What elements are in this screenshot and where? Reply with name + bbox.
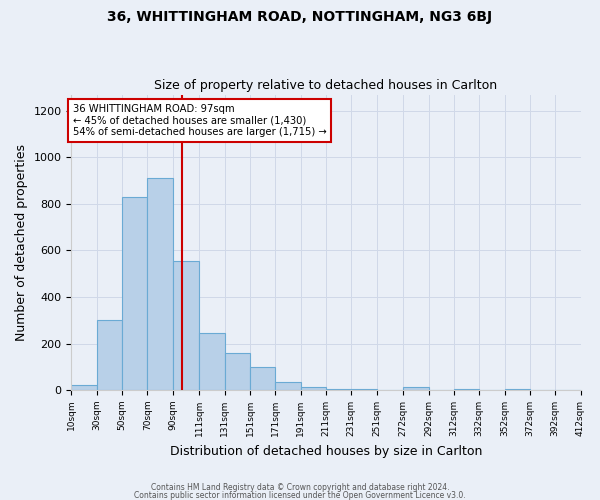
Bar: [403, 386, 428, 390]
Bar: [275, 382, 301, 390]
Text: 36 WHITTINGHAM ROAD: 97sqm
← 45% of detached houses are smaller (1,430)
54% of s: 36 WHITTINGHAM ROAD: 97sqm ← 45% of deta…: [73, 104, 326, 137]
Bar: [199, 333, 224, 390]
Text: Contains public sector information licensed under the Open Government Licence v3: Contains public sector information licen…: [134, 490, 466, 500]
X-axis label: Distribution of detached houses by size in Carlton: Distribution of detached houses by size …: [170, 444, 482, 458]
Text: Contains HM Land Registry data © Crown copyright and database right 2024.: Contains HM Land Registry data © Crown c…: [151, 484, 449, 492]
Bar: [326, 389, 351, 390]
Bar: [148, 178, 173, 390]
Bar: [301, 386, 326, 390]
Bar: [97, 320, 122, 390]
Bar: [454, 389, 479, 390]
Bar: [224, 353, 250, 390]
Title: Size of property relative to detached houses in Carlton: Size of property relative to detached ho…: [154, 79, 497, 92]
Bar: [505, 389, 530, 390]
Y-axis label: Number of detached properties: Number of detached properties: [15, 144, 28, 341]
Bar: [351, 389, 377, 390]
Bar: [173, 261, 199, 390]
Bar: [122, 197, 148, 390]
Bar: [71, 386, 97, 390]
Bar: [250, 367, 275, 390]
Text: 36, WHITTINGHAM ROAD, NOTTINGHAM, NG3 6BJ: 36, WHITTINGHAM ROAD, NOTTINGHAM, NG3 6B…: [107, 10, 493, 24]
